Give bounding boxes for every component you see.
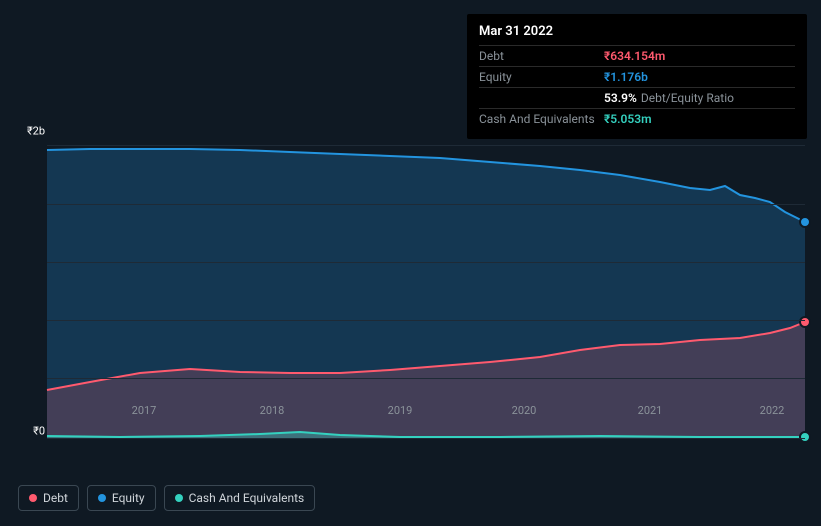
x-axis-label: 2018 bbox=[260, 404, 285, 417]
tooltip-row-value: ₹1.176b bbox=[604, 70, 648, 84]
legend-dot-icon bbox=[98, 494, 106, 502]
gridline bbox=[47, 438, 805, 439]
tooltip-row-label: Equity bbox=[479, 70, 604, 84]
legend-label: Cash And Equivalents bbox=[189, 491, 305, 505]
tooltip-row-secondary: Debt/Equity Ratio bbox=[641, 91, 734, 105]
legend-dot-icon bbox=[175, 494, 183, 502]
gridline bbox=[47, 262, 805, 263]
x-axis-label: 2020 bbox=[512, 404, 537, 417]
gridline bbox=[47, 378, 805, 379]
y-axis-label: ₹0 bbox=[33, 425, 45, 438]
series-end-marker bbox=[800, 317, 810, 327]
tooltip-row-label: Debt bbox=[479, 49, 604, 63]
legend-item[interactable]: Equity bbox=[87, 485, 156, 511]
gridline bbox=[47, 204, 805, 205]
x-axis-label: 2017 bbox=[132, 404, 157, 417]
tooltip-row-value: ₹5.053m bbox=[604, 112, 652, 126]
series-end-marker bbox=[800, 217, 810, 227]
legend: Debt Equity Cash And Equivalents bbox=[18, 485, 315, 511]
tooltip-row: Cash And Equivalents₹5.053m bbox=[479, 108, 795, 129]
tooltip-row: Debt₹634.154m bbox=[479, 45, 795, 66]
tooltip-row: 53.9%Debt/Equity Ratio bbox=[479, 87, 795, 108]
tooltip-row-value: ₹634.154m bbox=[604, 49, 665, 63]
gridline bbox=[47, 145, 805, 146]
chart-tooltip: Mar 31 2022 Debt₹634.154mEquity₹1.176b53… bbox=[467, 14, 807, 139]
legend-item[interactable]: Cash And Equivalents bbox=[164, 485, 316, 511]
legend-dot-icon bbox=[29, 494, 37, 502]
series-end-marker bbox=[800, 432, 810, 442]
tooltip-row: Equity₹1.176b bbox=[479, 66, 795, 87]
legend-item[interactable]: Debt bbox=[18, 485, 79, 511]
x-axis-label: 2021 bbox=[638, 404, 663, 417]
tooltip-row-value: 53.9%Debt/Equity Ratio bbox=[604, 91, 734, 105]
tooltip-date: Mar 31 2022 bbox=[479, 24, 795, 39]
gridline bbox=[47, 320, 805, 321]
tooltip-row-label: Cash And Equivalents bbox=[479, 112, 604, 126]
y-axis-label: ₹2b bbox=[27, 125, 45, 138]
legend-label: Equity bbox=[112, 491, 145, 505]
legend-label: Debt bbox=[43, 491, 68, 505]
x-axis-label: 2022 bbox=[760, 404, 785, 417]
tooltip-row-label bbox=[479, 91, 604, 105]
x-axis-label: 2019 bbox=[388, 404, 413, 417]
